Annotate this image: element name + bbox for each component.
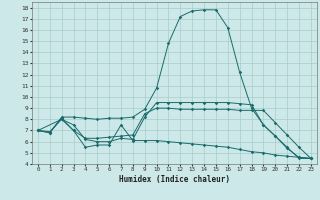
X-axis label: Humidex (Indice chaleur): Humidex (Indice chaleur) <box>119 175 230 184</box>
